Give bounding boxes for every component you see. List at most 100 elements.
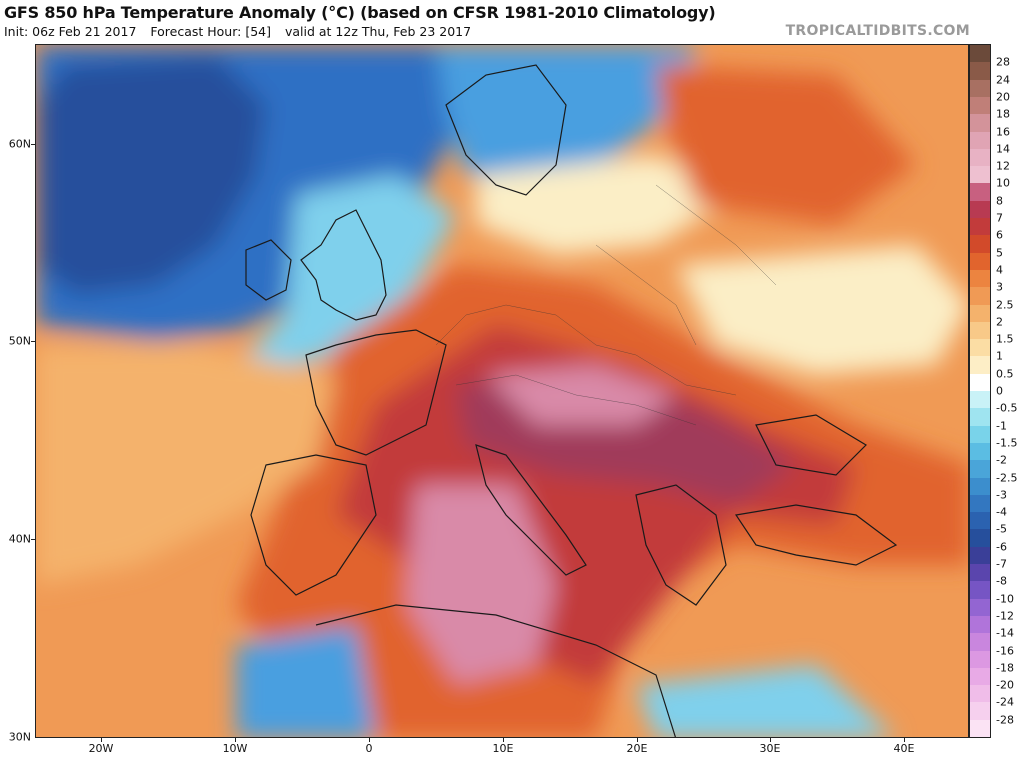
colorbar-swatch bbox=[970, 564, 990, 582]
init-time: Init: 06z Feb 21 2017 bbox=[4, 24, 137, 39]
borders bbox=[435, 184, 777, 426]
colorbar-label: 6 bbox=[996, 228, 1003, 242]
colorbar-swatch bbox=[970, 235, 990, 254]
colorbar-label: 20 bbox=[996, 90, 1010, 104]
colorbar-label: 0 bbox=[996, 384, 1003, 398]
coast-great-britain bbox=[300, 209, 387, 321]
warm-anomaly-baltic bbox=[656, 65, 916, 225]
peak-anomaly-mediterranean bbox=[406, 485, 556, 685]
colorbar-label: 16 bbox=[996, 125, 1010, 138]
colorbar-label: -18 bbox=[996, 661, 1014, 675]
coast-black-sea bbox=[755, 414, 867, 476]
colorbar-label: 2 bbox=[996, 315, 1003, 329]
colorbar-swatch bbox=[970, 615, 990, 634]
colorbar-swatch bbox=[970, 719, 990, 738]
lon-tick bbox=[503, 738, 504, 742]
colorbar-swatch bbox=[970, 62, 990, 81]
coast-france bbox=[305, 329, 447, 456]
colorbar-label: 4 bbox=[996, 263, 1003, 277]
colorbar-swatch bbox=[970, 408, 990, 427]
colorbar-swatch bbox=[970, 356, 990, 375]
colorbar-label: -24 bbox=[996, 695, 1014, 709]
colorbar-swatch bbox=[970, 460, 990, 478]
colorbar-label: -2.5 bbox=[996, 471, 1018, 484]
colorbar-label: 18 bbox=[996, 107, 1010, 121]
colorbar-label: -28 bbox=[996, 713, 1014, 727]
lon-tick bbox=[235, 738, 236, 742]
colorbar-swatch bbox=[970, 114, 990, 132]
colorbar-label: -10 bbox=[996, 592, 1014, 606]
colorbar-swatch bbox=[970, 391, 990, 409]
map-canvas bbox=[36, 45, 968, 737]
colorbar-swatch bbox=[970, 442, 990, 461]
colorbar-label: 3 bbox=[996, 280, 1003, 294]
strong-cold-anomaly bbox=[36, 55, 266, 295]
colorbar-swatch bbox=[970, 598, 990, 617]
colorbar-label: -12 bbox=[996, 609, 1014, 623]
lat-label-40n: 40N bbox=[8, 532, 31, 546]
colorbar-swatch bbox=[970, 166, 990, 184]
lon-label-0: 0 bbox=[365, 742, 373, 755]
colorbar-swatch bbox=[970, 131, 990, 150]
lon-tick bbox=[637, 738, 638, 742]
coast-north-africa bbox=[315, 604, 677, 737]
colorbar-swatch bbox=[970, 512, 990, 530]
colorbar-swatch bbox=[970, 477, 990, 496]
colorbar-swatch bbox=[970, 650, 990, 669]
colorbar-swatch bbox=[970, 685, 990, 703]
map-title: GFS 850 hPa Temperature Anomaly (°C) (ba… bbox=[4, 3, 716, 22]
lat-tick bbox=[31, 539, 35, 540]
watermark: TROPICALTIDBITS.COM bbox=[785, 23, 970, 39]
colorbar-label: 10 bbox=[996, 176, 1010, 190]
colorbar-label: -16 bbox=[996, 644, 1014, 657]
colorbar-label: 14 bbox=[996, 142, 1010, 156]
colorbar-swatch bbox=[970, 339, 990, 357]
cool-anomaly-east-med bbox=[636, 665, 894, 737]
colorbar-label: -1.5 bbox=[996, 436, 1018, 450]
colorbar-swatch bbox=[970, 218, 990, 236]
colorbar-label: 5 bbox=[996, 246, 1003, 260]
colorbar-label: 1 bbox=[996, 349, 1003, 363]
lon-label-30e: 30E bbox=[759, 742, 781, 755]
colorbar bbox=[969, 44, 991, 738]
colorbar-label: -1 bbox=[996, 419, 1007, 433]
coast-ireland bbox=[245, 239, 292, 301]
colorbar-label: -14 bbox=[996, 626, 1014, 640]
colorbar-label: 8 bbox=[996, 194, 1003, 208]
coast-anatolia bbox=[734, 504, 898, 566]
colorbar-swatch bbox=[970, 494, 990, 513]
lon-label-40e: 40E bbox=[893, 742, 915, 755]
cool-anomaly-uk bbox=[236, 175, 456, 365]
coast-scandinavia bbox=[445, 64, 567, 196]
colorbar-label: 28 bbox=[996, 55, 1010, 69]
colorbar-label: -6 bbox=[996, 540, 1007, 554]
lon-tick bbox=[904, 738, 905, 742]
cold-anomaly-scandinavia bbox=[436, 45, 696, 185]
lat-label-50n: 50N bbox=[8, 334, 31, 348]
lon-label-10w: 10W bbox=[222, 742, 248, 755]
lon-label-20e: 20E bbox=[626, 742, 648, 755]
colorbar-label: -20 bbox=[996, 678, 1014, 692]
coast-balkans bbox=[635, 484, 727, 606]
map-subtitle: Init: 06z Feb 21 2017 Forecast Hour: [54… bbox=[4, 24, 481, 39]
lat-tick bbox=[31, 144, 35, 145]
colorbar-label: 24 bbox=[996, 73, 1010, 87]
forecast-hour: Forecast Hour: [54] bbox=[150, 24, 271, 39]
colorbar-label: -0.5 bbox=[996, 401, 1018, 415]
coast-italy bbox=[475, 444, 587, 576]
colorbar-swatch bbox=[970, 546, 990, 565]
warm-plume-atlantic bbox=[36, 345, 336, 585]
colorbar-label: 2.5 bbox=[996, 298, 1014, 311]
colorbar-swatch bbox=[970, 45, 990, 63]
colorbar-label: 1.5 bbox=[996, 332, 1014, 346]
colorbar-swatch bbox=[970, 287, 990, 305]
colorbar-swatch bbox=[970, 252, 990, 271]
lat-label-60n: 60N bbox=[8, 137, 31, 151]
colorbar-swatch bbox=[970, 633, 990, 651]
colorbar-swatch bbox=[970, 702, 990, 721]
colorbar-swatch bbox=[970, 96, 990, 115]
colorbar-swatch bbox=[970, 373, 990, 392]
colorbar-label: -4 bbox=[996, 505, 1007, 519]
colorbar-label: -8 bbox=[996, 574, 1007, 588]
colorbar-swatch bbox=[970, 79, 990, 98]
